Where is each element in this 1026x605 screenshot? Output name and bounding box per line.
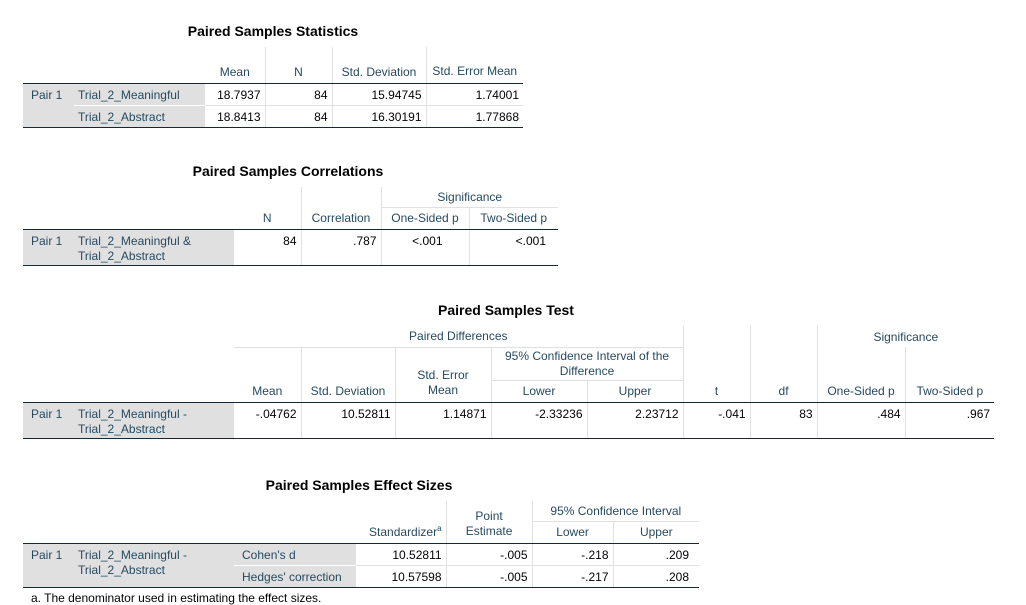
upper-cell: .208 [612,564,700,588]
lower-header: Lower [531,521,614,544]
std-deviation-header: Std. Deviation [300,380,395,403]
row-label: Trial_2_Meaningful [74,83,205,105]
statistics-title: Paired Samples Statistics [187,23,359,39]
n-header: N [264,47,332,84]
upper-cell: 2.23712 [586,402,684,439]
confidence-interval-header: 95% Confidence Interval of the Differenc… [490,347,684,381]
row-label: Trial_2_Meaningful & Trial_2_Abstract [74,229,234,266]
effect-label: Cohen's d [234,543,357,565]
pair-label: Pair 1 [23,402,74,439]
paired-samples-statistics-table: Mean N Std. Deviation Std. Error Mean Pa… [23,47,523,128]
correlation-header: Correlation [300,207,381,230]
point-estimate-cell: -.005 [445,564,533,588]
correlations-title: Paired Samples Correlations [192,163,384,179]
t-header: t [682,380,751,403]
sd-cell: 16.30191 [331,104,426,128]
test-title: Paired Samples Test [438,302,574,318]
upper-header: Upper [612,521,700,544]
effect-label: Hedges' correction [234,564,357,588]
df-header: df [749,380,818,403]
confidence-interval-header: 95% Confidence Interval [531,501,700,522]
n-cell: 84 [264,83,332,105]
mean-header: Mean [234,380,301,403]
standardizer-cell: 10.52811 [392,547,442,562]
lower-cell: -.218 [531,543,614,565]
paired-samples-correlations-table: Significance N Correlation One-Sided p T… [23,187,558,266]
point-estimate-cell: -.005 [445,543,533,565]
lower-cell: -.217 [531,564,614,588]
row-label: Trial_2_Meaningful - Trial_2_Abstract [74,402,234,439]
standardizer-cell: 10.57598 [356,564,447,588]
two-sided-p-header: Two-Sided p [904,380,995,403]
sd-cell: 15.94745 [331,83,426,105]
paired-samples-effect-sizes-table: 95% Confidence Interval Standardizera Po… [23,501,700,588]
correlation-cell: .787 [300,229,381,266]
mean-cell: 18.8413 [205,104,265,128]
se-cell: 1.74001 [425,83,523,105]
n-cell: 84 [234,229,301,266]
sd-cell: 10.52811 [300,402,395,439]
n-header: N [234,207,301,230]
significance-header: Significance [380,187,558,208]
two-sided-p-cell: .967 [904,402,995,439]
se-cell: 1.14871 [394,402,491,439]
std-error-mean-header: Std. Error Mean [394,368,491,403]
mean-cell: 18.7937 [217,87,261,102]
n-cell: 84 [264,104,332,128]
paired-differences-header: Paired Differences [234,326,684,348]
row-label: Trial_2_Abstract [74,104,205,128]
pair-label: Pair 1 [23,83,74,128]
pair-label: Pair 1 [23,543,74,588]
row-label: Trial_2_Meaningful - Trial_2_Abstract [74,543,234,588]
one-sided-p-cell: .484 [816,402,906,439]
paired-samples-test-table: Paired Differences Significance 95% Conf… [23,326,995,439]
significance-header: Significance [816,326,995,347]
one-sided-p-header: One-Sided p [380,207,469,230]
effect-sizes-title: Paired Samples Effect Sizes [265,477,453,493]
t-cell: -.041 [682,402,751,439]
std-error-mean-header: Std. Error Mean [425,47,523,84]
footnote: a. The denominator used in estimating th… [31,591,322,605]
std-deviation-header: Std. Deviation [331,47,426,84]
one-sided-p-header: One-Sided p [816,380,906,403]
se-cell: 1.77868 [425,104,523,128]
upper-header: Upper [586,380,684,403]
two-sided-p-cell: <.001 [468,229,558,266]
upper-cell: .209 [612,543,700,565]
pair-label: Pair 1 [23,229,74,266]
two-sided-p-header: Two-Sided p [468,207,558,230]
mean-header: Mean [205,47,265,84]
lower-header: Lower [490,380,587,403]
one-sided-p-cell: <.001 [380,229,469,266]
lower-cell: -2.33236 [490,402,587,439]
standardizer-header: Standardizera [356,521,447,544]
point-estimate-header: Point Estimate [445,509,533,544]
df-cell: 83 [749,402,818,439]
mean-cell: -.04762 [234,402,301,439]
